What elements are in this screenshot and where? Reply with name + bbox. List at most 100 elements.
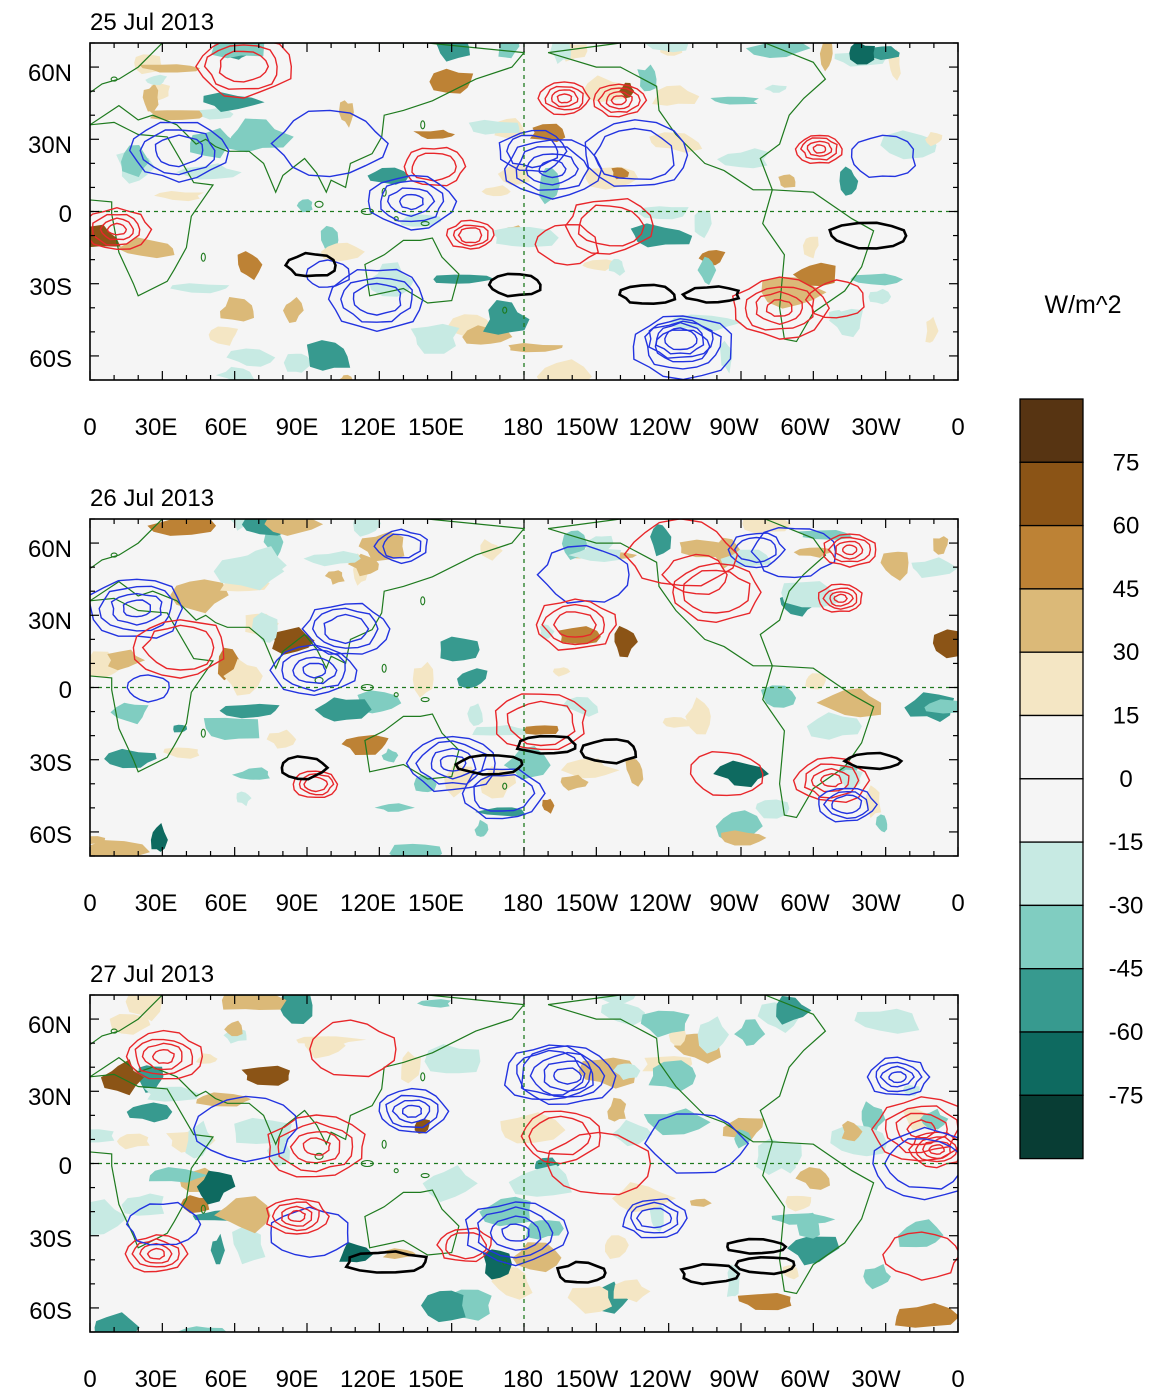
- thick-contour: [617, 283, 677, 306]
- anomaly-shade: [251, 612, 278, 643]
- negative-contour: [367, 174, 458, 231]
- anomaly-shade: [697, 1016, 729, 1054]
- positive-contour: [812, 144, 827, 154]
- anomaly-shade: [170, 579, 229, 614]
- x-tick-label: 0: [83, 1366, 96, 1393]
- x-tick-label: 120E: [340, 1366, 396, 1393]
- anomaly-shade: [170, 283, 230, 294]
- thick-contour: [842, 751, 904, 771]
- colorbar-label: -75: [1109, 1082, 1144, 1109]
- coastline: [420, 220, 430, 227]
- anomaly-shade: [645, 43, 689, 53]
- anomaly-shade: [841, 1120, 863, 1142]
- x-tick-label: 30W: [851, 890, 901, 917]
- anomaly-shade: [839, 166, 859, 196]
- anomaly-shade: [173, 724, 188, 733]
- x-tick-label: 150W: [556, 1366, 619, 1393]
- x-tick-label: 90E: [276, 890, 319, 917]
- anomaly-shade: [339, 1241, 374, 1263]
- x-tick-label: 30E: [135, 1366, 178, 1393]
- colorbar-box: [1019, 651, 1084, 717]
- anomaly-shade: [772, 1149, 799, 1174]
- map-panel-3: 27 Jul 2013 0 30E 60E 90E 120E 150E 180 150W 120W…: [28, 961, 965, 1393]
- anomaly-shade: [374, 803, 415, 812]
- colorbar-box: [1019, 524, 1084, 590]
- negative-contour: [866, 1056, 931, 1096]
- positive-contour: [592, 83, 648, 118]
- negative-contour: [879, 1065, 915, 1088]
- anomaly-shade: [607, 1097, 627, 1122]
- positive-contour: [819, 772, 843, 788]
- anomaly-shade: [144, 1086, 201, 1102]
- anomaly-shade: [558, 626, 601, 645]
- x-tick-label: 60E: [205, 414, 248, 441]
- negative-contour: [378, 1087, 450, 1134]
- map-plot-area: [90, 995, 958, 1332]
- negative-contour: [635, 1207, 673, 1229]
- positive-contour: [552, 611, 597, 638]
- x-tick-label: 90E: [276, 1366, 319, 1393]
- positive-contour: [577, 204, 645, 247]
- anomaly-shade: [662, 717, 690, 728]
- positive-contour: [506, 700, 576, 747]
- x-tick-label: 60E: [205, 890, 248, 917]
- anomaly-shade: [381, 748, 399, 763]
- anomaly-shade: [353, 519, 382, 537]
- y-tick-label: 0: [59, 201, 72, 228]
- anomaly-shade: [237, 251, 263, 281]
- positive-contour: [870, 1096, 958, 1162]
- coastline: [314, 1152, 324, 1160]
- contours: [90, 519, 904, 823]
- coastline: [90, 43, 526, 194]
- thick-contour: [679, 1262, 741, 1286]
- negative-contour: [139, 129, 216, 176]
- negative-contour: [373, 528, 428, 565]
- positive-contour: [287, 1209, 307, 1223]
- negative-contour: [154, 134, 204, 168]
- coastline: [90, 597, 215, 773]
- coastline: [200, 1204, 206, 1214]
- anomaly-shade: [223, 658, 263, 696]
- anomaly-shade: [550, 43, 572, 64]
- anomaly-shade: [611, 1119, 653, 1147]
- anomaly-shade: [320, 242, 365, 262]
- positive-contour: [298, 773, 335, 796]
- negative-contour: [630, 1201, 679, 1234]
- x-tick-label: 0: [951, 890, 964, 917]
- positive-contour: [141, 624, 215, 671]
- negative-contour: [122, 599, 151, 618]
- panel-title: 26 Jul 2013: [90, 485, 214, 512]
- positive-contour: [125, 1029, 204, 1080]
- negative-contour: [644, 1113, 750, 1174]
- anomaly-shade: [104, 748, 157, 769]
- positive-contour: [804, 279, 865, 319]
- anomaly-shade: [720, 549, 772, 568]
- anomaly-shade: [868, 288, 892, 305]
- anomaly-shade: [90, 1199, 128, 1236]
- anomaly-shade: [472, 725, 532, 736]
- y-tick-label: 30S: [29, 1226, 72, 1253]
- x-tick-label: 30W: [851, 414, 901, 441]
- negative-contour: [622, 1197, 688, 1239]
- x-tick-label: 60E: [205, 1366, 248, 1393]
- anomaly-shade: [911, 557, 958, 578]
- coastline: [502, 306, 508, 314]
- coastline: [110, 552, 118, 558]
- anomaly-shade: [190, 128, 237, 159]
- negative-contour: [311, 607, 379, 649]
- negative-contour: [192, 1095, 298, 1163]
- anomaly-shade: [412, 661, 434, 698]
- colorbar-label: 75: [1113, 449, 1140, 476]
- anomaly-shade: [552, 667, 571, 677]
- negative-contour: [461, 768, 546, 820]
- x-tick-label: 30W: [851, 1366, 901, 1393]
- anomaly-shade: [806, 712, 862, 740]
- negative-contour: [281, 648, 346, 692]
- positive-contour: [90, 206, 153, 251]
- y-tick-label: 60N: [28, 60, 72, 87]
- positive-contour: [452, 224, 489, 247]
- x-tick-label: 120E: [340, 414, 396, 441]
- x-tick-label: 60W: [780, 890, 830, 917]
- anomaly-shade: [721, 830, 767, 846]
- colorbar-label: 0: [1119, 766, 1132, 793]
